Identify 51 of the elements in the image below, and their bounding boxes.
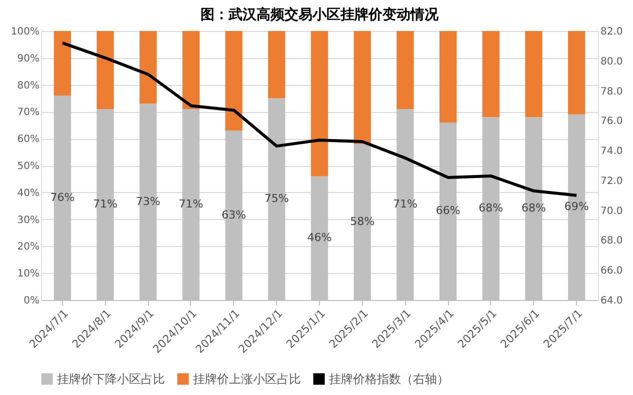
y-tick-label: 100%: [10, 26, 40, 38]
y-tick-label: 70%: [17, 107, 40, 118]
y-tick-label: 20%: [17, 242, 40, 253]
bar: [96, 31, 114, 110]
y-tick-label: 90%: [17, 53, 40, 64]
data-label: 66%: [436, 204, 460, 218]
chart-title: 图：武汉高频交易小区挂牌价变动情况: [200, 6, 440, 23]
data-label: 73%: [136, 194, 160, 208]
data-label: 58%: [350, 214, 375, 228]
bar: [140, 31, 157, 104]
y2-tick-label: 74.0: [600, 146, 623, 158]
bar: [396, 31, 414, 110]
y2-tick-label: 72.0: [600, 176, 623, 187]
bar: [310, 31, 328, 176]
y-tick-label: 60%: [17, 134, 40, 146]
data-label: 68%: [522, 202, 546, 215]
bar: [354, 31, 371, 144]
data-label: 63%: [222, 208, 246, 222]
data-label: 68%: [478, 202, 504, 215]
bar: [268, 31, 286, 98]
y2-tick-label: 66.0: [600, 266, 623, 277]
data-label: 75%: [264, 192, 289, 206]
y-tick-label: 50%: [17, 161, 40, 172]
y2-tick-label: 80.0: [600, 56, 623, 68]
bar: [525, 31, 542, 118]
bar: [182, 31, 200, 110]
bar: [225, 31, 242, 131]
bar: [54, 31, 71, 96]
y2-tick-label: 82.0: [600, 26, 623, 38]
y2-tick-label: 76.0: [600, 116, 623, 128]
legend-label: 挂牌价上涨小区占比: [193, 372, 301, 386]
y2-tick-label: 70.0: [600, 206, 623, 217]
y-tick-label: 40%: [17, 188, 40, 199]
legend-label: 挂牌价格指数（右轴）: [329, 372, 449, 386]
y-tick-label: 10%: [17, 268, 40, 280]
data-label: 71%: [392, 198, 418, 211]
data-label: 76%: [50, 190, 75, 204]
y2-tick-label: 78.0: [600, 86, 623, 98]
data-label: 46%: [307, 231, 332, 244]
y-tick-label: 0%: [24, 296, 40, 306]
legend-label: 挂牌价下降小区占比: [57, 372, 165, 386]
y-tick-label: 80%: [17, 80, 40, 92]
bar: [439, 31, 457, 122]
data-label: 71%: [93, 198, 118, 211]
data-label: 71%: [178, 198, 204, 211]
y-tick-label: 30%: [17, 214, 40, 226]
bar: [482, 31, 500, 118]
data-label: 69%: [564, 200, 589, 214]
bar: [568, 31, 586, 114]
y2-tick-label: 68.0: [600, 236, 623, 247]
y2-tick-label: 64.0: [600, 296, 623, 306]
